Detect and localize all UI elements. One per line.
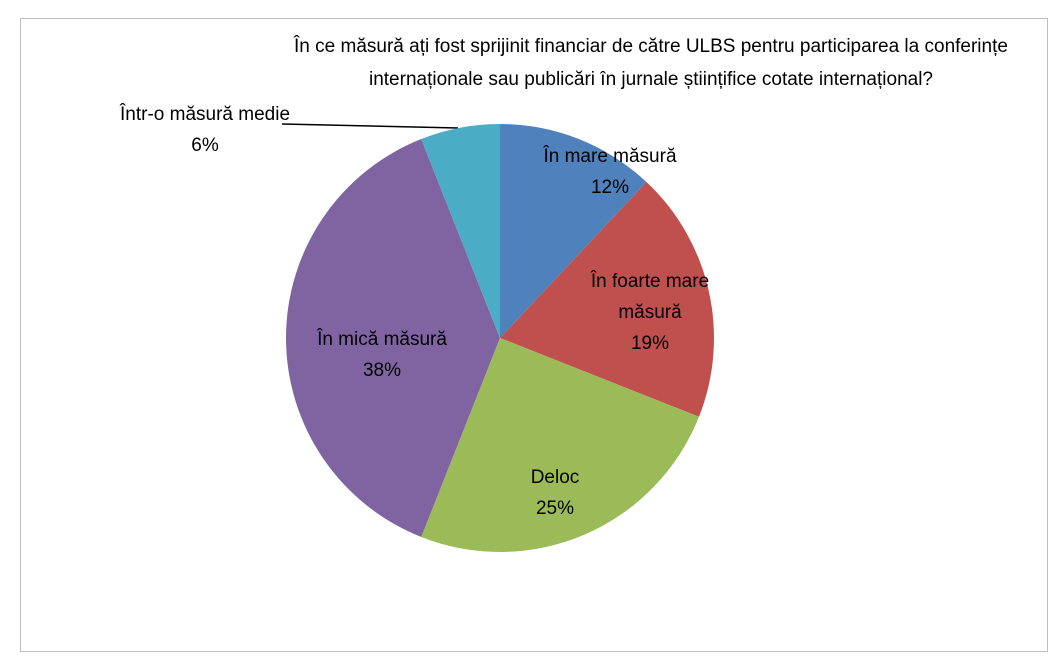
value-label: 6% (191, 135, 219, 156)
data-label: În mare măsură 12% (505, 141, 715, 203)
category-label: În mare măsură (543, 146, 677, 167)
pie-slice (286, 139, 500, 537)
pie-slice (500, 124, 647, 338)
category-label: În foarte mare măsură (590, 270, 710, 323)
data-label: În mică măsură 38% (282, 324, 482, 386)
category-label: Deloc (530, 467, 580, 488)
data-label: Deloc 25% (495, 462, 615, 524)
pie-slice (500, 182, 714, 417)
chart-title: În ce măsură ați fost sprijinit financia… (294, 36, 1008, 90)
pie-slice (421, 124, 500, 338)
value-label: 12% (590, 177, 630, 198)
value-label: 19% (630, 332, 670, 354)
value-label: 25% (535, 498, 575, 519)
category-label: Într-o măsură medie (120, 104, 291, 125)
data-label: În foarte mare măsură 19% (560, 266, 740, 359)
category-label: În mică măsură (317, 329, 447, 350)
value-label: 38% (362, 360, 402, 381)
pie-slice (421, 338, 699, 552)
leader-line (281, 123, 459, 129)
data-label: Într-o măsură medie 6% (120, 99, 290, 161)
